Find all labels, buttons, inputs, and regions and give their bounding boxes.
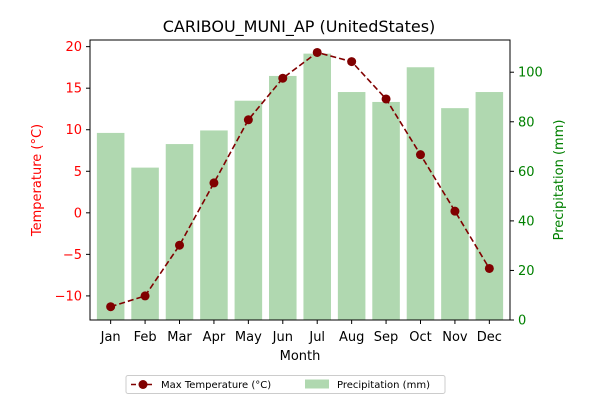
precipitation-bar-oct bbox=[406, 67, 435, 320]
x-tick-label-nov: Nov bbox=[442, 330, 468, 345]
chart-title: CARIBOU_MUNI_AP (UnitedStates) bbox=[163, 17, 436, 37]
right-tick-label: 80 bbox=[518, 115, 535, 130]
left-axis-label: Temperature (°C) bbox=[30, 124, 45, 237]
temperature-point-sep bbox=[381, 94, 391, 104]
temperature-point-jan bbox=[106, 302, 116, 312]
temperature-point-may bbox=[243, 115, 253, 125]
right-tick-label: 0 bbox=[518, 314, 526, 329]
temperature-point-feb bbox=[140, 291, 150, 301]
left-tick-label: 5 bbox=[74, 165, 82, 180]
axes: Jan Feb Mar Apr May Jun Jul Aug Sep Oct Nov Dec −10 −… bbox=[55, 39, 543, 345]
right-tick-label: 100 bbox=[518, 66, 543, 81]
temperature-point-nov bbox=[450, 206, 460, 216]
precipitation-bar-apr bbox=[200, 130, 228, 320]
x-tick-label-dec: Dec bbox=[477, 330, 502, 345]
x-tick-label-feb: Feb bbox=[134, 330, 157, 345]
precipitation-bar-jan bbox=[96, 132, 125, 320]
precipitation-bars bbox=[96, 53, 504, 321]
x-tick-label-jan: Jan bbox=[100, 330, 121, 345]
x-tick-label-aug: Aug bbox=[339, 330, 364, 345]
temperature-point-jul bbox=[312, 47, 322, 57]
precipitation-bar-may bbox=[234, 100, 263, 320]
precipitation-bar-mar bbox=[165, 144, 194, 320]
legend-frame bbox=[125, 375, 446, 394]
plot-frame bbox=[89, 39, 511, 321]
temperature-point-apr bbox=[209, 178, 219, 188]
temperature-point-aug bbox=[347, 57, 357, 67]
left-tick-label: 15 bbox=[65, 82, 82, 97]
x-tick-label-jul: Jul bbox=[308, 330, 325, 345]
x-tick-label-oct: Oct bbox=[409, 330, 431, 345]
legend: Max Temperature (°C) Precipitation (mm) bbox=[125, 375, 446, 394]
temperature-line bbox=[106, 47, 494, 312]
x-tick-label-may: May bbox=[235, 330, 262, 345]
left-tick-label: 20 bbox=[65, 40, 82, 55]
temperature-point-mar bbox=[175, 240, 185, 250]
right-tick-label: 20 bbox=[518, 264, 535, 279]
x-tick-label-apr: Apr bbox=[203, 330, 226, 345]
temperature-line-path bbox=[110, 51, 491, 308]
legend-entry-temperature: Max Temperature (°C) bbox=[161, 380, 271, 391]
temperature-point-jun bbox=[278, 73, 288, 83]
left-tick-label: 10 bbox=[65, 123, 82, 138]
temperature-point-oct bbox=[415, 150, 425, 160]
legend-line-marker bbox=[138, 380, 148, 389]
right-tick-label: 40 bbox=[518, 214, 535, 229]
legend-bar-swatch bbox=[305, 379, 329, 389]
right-axis-label: Precipitation (mm) bbox=[552, 120, 567, 241]
right-tick-label: 60 bbox=[518, 165, 535, 180]
left-tick-label: −5 bbox=[63, 248, 82, 263]
precipitation-bar-sep bbox=[372, 101, 400, 320]
temperature-point-dec bbox=[484, 263, 494, 273]
x-tick-label-jun: Jun bbox=[272, 330, 293, 345]
precipitation-bar-jul bbox=[303, 53, 331, 320]
left-tick-label: −10 bbox=[55, 289, 82, 304]
x-tick-label-sep: Sep bbox=[374, 330, 399, 345]
x-tick-label-mar: Mar bbox=[167, 330, 192, 345]
left-tick-label: 0 bbox=[74, 206, 82, 221]
precipitation-bar-aug bbox=[337, 92, 366, 320]
precipitation-bar-jun bbox=[269, 75, 297, 321]
x-axis-label: Month bbox=[280, 349, 321, 364]
precipitation-bar-dec bbox=[475, 92, 504, 320]
legend-entry-precipitation: Precipitation (mm) bbox=[337, 380, 430, 391]
